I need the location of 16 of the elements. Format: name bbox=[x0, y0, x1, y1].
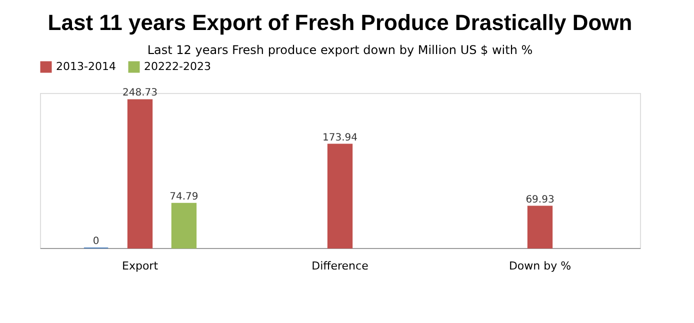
data-label: 69.93 bbox=[526, 194, 554, 206]
x-tick-label: Export bbox=[122, 260, 159, 272]
chart-subtitle: Last 12 years Fresh produce export down by Million US $ with % bbox=[147, 43, 533, 57]
data-label: 173.94 bbox=[322, 132, 358, 144]
x-tick-label: Difference bbox=[312, 260, 369, 272]
data-label: 0 bbox=[92, 236, 100, 247]
data-label: 74.79 bbox=[170, 191, 198, 202]
bar bbox=[171, 202, 197, 248]
bar bbox=[527, 206, 553, 248]
x-tick-label: Down by % bbox=[508, 260, 572, 272]
legend-label: 20222-2023 bbox=[144, 60, 211, 73]
bar bbox=[327, 144, 353, 248]
legend-label: 2013-2014 bbox=[56, 60, 116, 73]
data-label: 248.73 bbox=[122, 88, 158, 99]
bar bbox=[127, 99, 153, 248]
chart-title: Last 11 years Export of Fresh Produce Drastically Down bbox=[48, 10, 632, 35]
